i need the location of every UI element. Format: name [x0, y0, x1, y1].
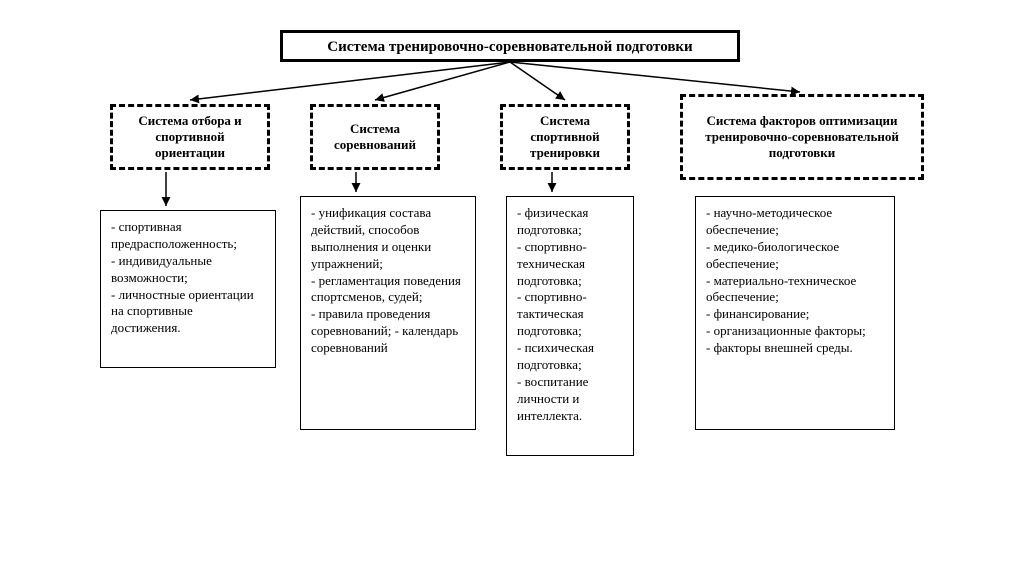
- branch-body-training: - физическая подготовка; - спортивно-тех…: [506, 196, 634, 456]
- connector-edge: [375, 62, 510, 100]
- branch-header-training: Система спортивной тренировки: [500, 104, 630, 170]
- branch-header-factors: Система факторов оптимизации тренировочн…: [680, 94, 924, 180]
- branch-body-competitions: - унификация состава действий, способов …: [300, 196, 476, 430]
- branch-body-factors: - научно-методическое обеспечение; - мед…: [695, 196, 895, 430]
- connector-edge: [510, 62, 800, 92]
- branch-body-selection: - спортивная предрасположенность; - инди…: [100, 210, 276, 368]
- branch-header-competitions: Система соревнований: [310, 104, 440, 170]
- branch-header-selection: Система отбора и спортивной ориентации: [110, 104, 270, 170]
- root-node: Система тренировочно-соревновательной по…: [280, 30, 740, 62]
- connector-edge: [190, 62, 510, 100]
- connector-edge: [510, 62, 565, 100]
